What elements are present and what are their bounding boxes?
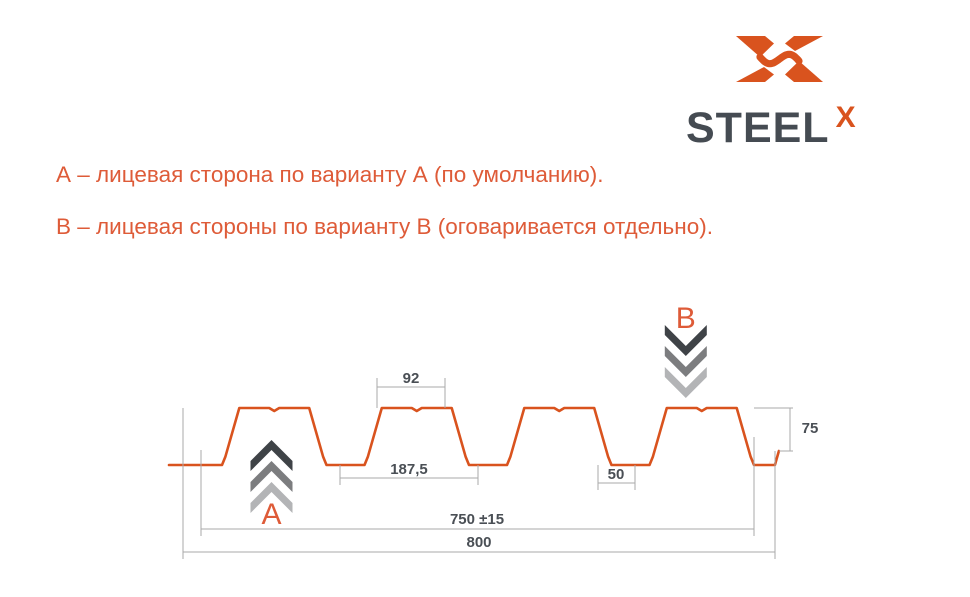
svg-text:A: A	[261, 498, 281, 531]
svg-text:187,5: 187,5	[390, 461, 428, 478]
svg-text:750 ±15: 750 ±15	[450, 511, 504, 528]
svg-text:75: 75	[802, 420, 819, 437]
svg-text:92: 92	[403, 370, 420, 387]
svg-text:50: 50	[608, 466, 625, 483]
svg-text:B: B	[676, 302, 696, 335]
svg-text:800: 800	[466, 534, 491, 551]
